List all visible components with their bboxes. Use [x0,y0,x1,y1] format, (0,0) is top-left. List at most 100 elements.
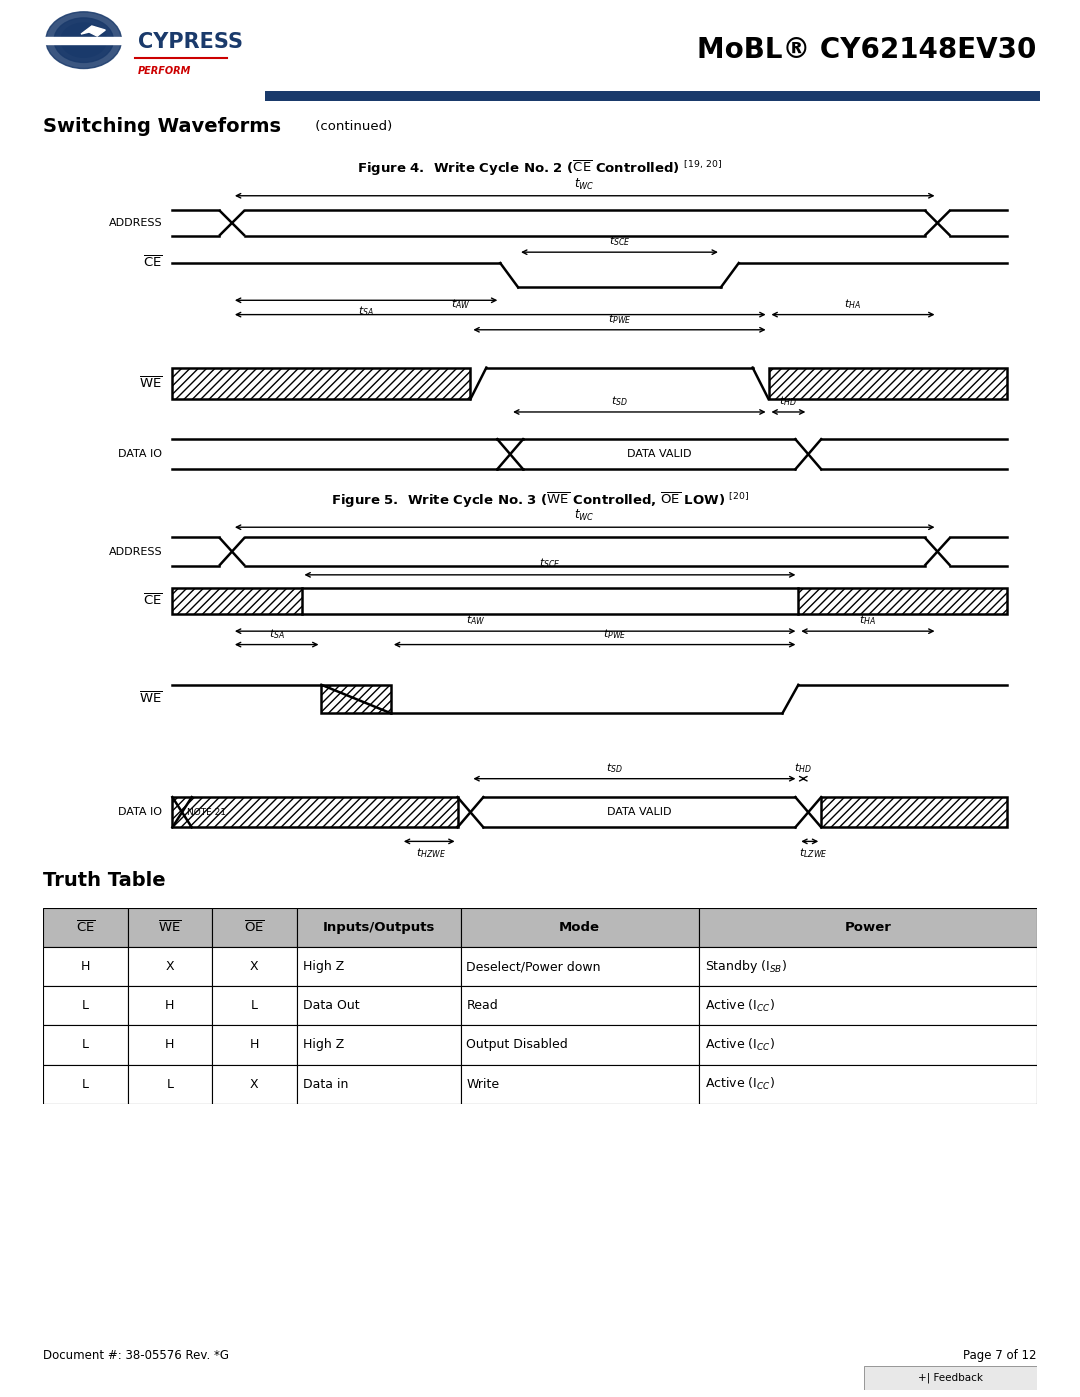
Bar [212,1025,297,1065]
Text: X: X [165,960,174,974]
Text: Switching Waveforms: Switching Waveforms [43,116,281,136]
Bar [460,986,699,1025]
Bar [173,588,301,615]
Text: t$_{SCE}$: t$_{SCE}$ [539,556,561,570]
Text: t$_{PWE}$: t$_{PWE}$ [603,627,626,641]
Text: Data Out: Data Out [302,999,360,1013]
Text: $\overline{\rm WE}$: $\overline{\rm WE}$ [158,919,181,936]
Text: t$_{PWE}$: t$_{PWE}$ [608,313,632,326]
Text: L: L [166,1077,174,1091]
Bar [43,986,127,1025]
Text: Power: Power [845,921,891,935]
Text: Write: Write [467,1077,500,1091]
Text: H: H [81,960,90,974]
Bar [297,1065,460,1104]
Text: DATA IO: DATA IO [119,807,162,817]
Bar [769,367,1007,400]
Bar [297,986,460,1025]
Bar [699,908,1037,947]
Bar [212,947,297,986]
Text: +| Feedback: +| Feedback [918,1373,983,1383]
Polygon shape [81,27,106,36]
Bar [460,1065,699,1104]
Bar [460,1025,699,1065]
Text: Figure 4.  Write Cycle No. 2 ($\overline{\rm CE}$ Controlled) $^{[19,\,20]}$: Figure 4. Write Cycle No. 2 ($\overline{… [357,158,723,177]
Bar [127,1025,212,1065]
Bar [43,36,124,43]
Text: DATA IO: DATA IO [119,450,162,460]
Text: (continued): (continued) [311,120,393,133]
Text: $\overline{\rm CE}$: $\overline{\rm CE}$ [143,594,162,609]
Text: $\overline{\rm OE}$: $\overline{\rm OE}$ [244,919,265,936]
Text: Truth Table: Truth Table [43,872,166,890]
Bar [297,947,460,986]
Text: X: X [251,960,258,974]
Bar [43,1065,127,1104]
Bar [43,1025,127,1065]
Bar [297,1025,460,1065]
Bar [173,798,458,827]
Text: L: L [82,1038,89,1052]
Text: Standby (I$_{SB}$): Standby (I$_{SB}$) [705,958,787,975]
Text: Deselect/Power down: Deselect/Power down [467,960,600,974]
Text: Read: Read [467,999,498,1013]
Text: H: H [165,999,175,1013]
Text: t$_{HA}$: t$_{HA}$ [860,613,877,627]
Text: ADDRESS: ADDRESS [109,218,162,228]
Text: $\overline{\rm CE}$: $\overline{\rm CE}$ [143,256,162,271]
Bar [127,986,212,1025]
Text: H: H [165,1038,175,1052]
Text: $\overline{\rm WE}$: $\overline{\rm WE}$ [139,692,162,707]
Bar [297,908,460,947]
Bar [212,1065,297,1104]
Text: t$_{HD}$: t$_{HD}$ [795,761,812,775]
Text: DATA VALID: DATA VALID [607,807,672,817]
Text: High Z: High Z [302,960,343,974]
Text: Figure 5.  Write Cycle No. 3 ($\overline{\rm WE}$ Controlled, $\overline{\rm OE}: Figure 5. Write Cycle No. 3 ($\overline{… [330,490,750,510]
Bar [460,908,699,947]
Circle shape [67,28,100,53]
Bar [460,947,699,986]
Bar [798,588,1007,615]
Bar [127,908,212,947]
Text: NOTE 21: NOTE 21 [187,807,227,817]
Text: DATA VALID: DATA VALID [627,450,691,460]
Text: L: L [82,1077,89,1091]
Text: PERFORM: PERFORM [138,66,191,75]
Bar [821,798,1007,827]
Bar [699,947,1037,986]
Text: Data in: Data in [302,1077,348,1091]
Bar [173,367,471,400]
Text: ADDRESS: ADDRESS [109,546,162,556]
Text: t$_{LZWE}$: t$_{LZWE}$ [799,847,827,861]
Text: t$_{SCE}$: t$_{SCE}$ [609,235,631,249]
Bar [127,947,212,986]
Text: t$_{AW}$: t$_{AW}$ [450,298,471,312]
Text: MoBL® CY62148EV30: MoBL® CY62148EV30 [698,36,1037,64]
Text: CYPRESS: CYPRESS [138,32,243,52]
Text: Document #: 38-05576 Rev. *G: Document #: 38-05576 Rev. *G [43,1348,229,1362]
Text: t$_{AW}$: t$_{AW}$ [465,613,485,627]
Bar [127,1065,212,1104]
Bar [699,986,1037,1025]
Text: Active (I$_{CC}$): Active (I$_{CC}$) [705,1037,774,1053]
Text: t$_{SD}$: t$_{SD}$ [606,761,623,775]
Text: H: H [249,1038,259,1052]
Text: t$_{SA}$: t$_{SA}$ [269,627,285,641]
Text: High Z: High Z [302,1038,343,1052]
Circle shape [54,18,113,63]
Bar [43,947,127,986]
Text: Active (I$_{CC}$): Active (I$_{CC}$) [705,1076,774,1092]
Text: t$_{WC}$: t$_{WC}$ [575,176,595,191]
Text: X: X [251,1077,258,1091]
Bar [699,1065,1037,1104]
Text: t$_{WC}$: t$_{WC}$ [575,507,595,522]
Circle shape [72,32,95,49]
Text: Page 7 of 12: Page 7 of 12 [963,1348,1037,1362]
Text: $\overline{\rm WE}$: $\overline{\rm WE}$ [139,376,162,391]
Bar [212,908,297,947]
Circle shape [60,22,107,57]
Text: L: L [82,999,89,1013]
Text: t$_{SA}$: t$_{SA}$ [359,303,374,317]
Text: Active (I$_{CC}$): Active (I$_{CC}$) [705,997,774,1014]
